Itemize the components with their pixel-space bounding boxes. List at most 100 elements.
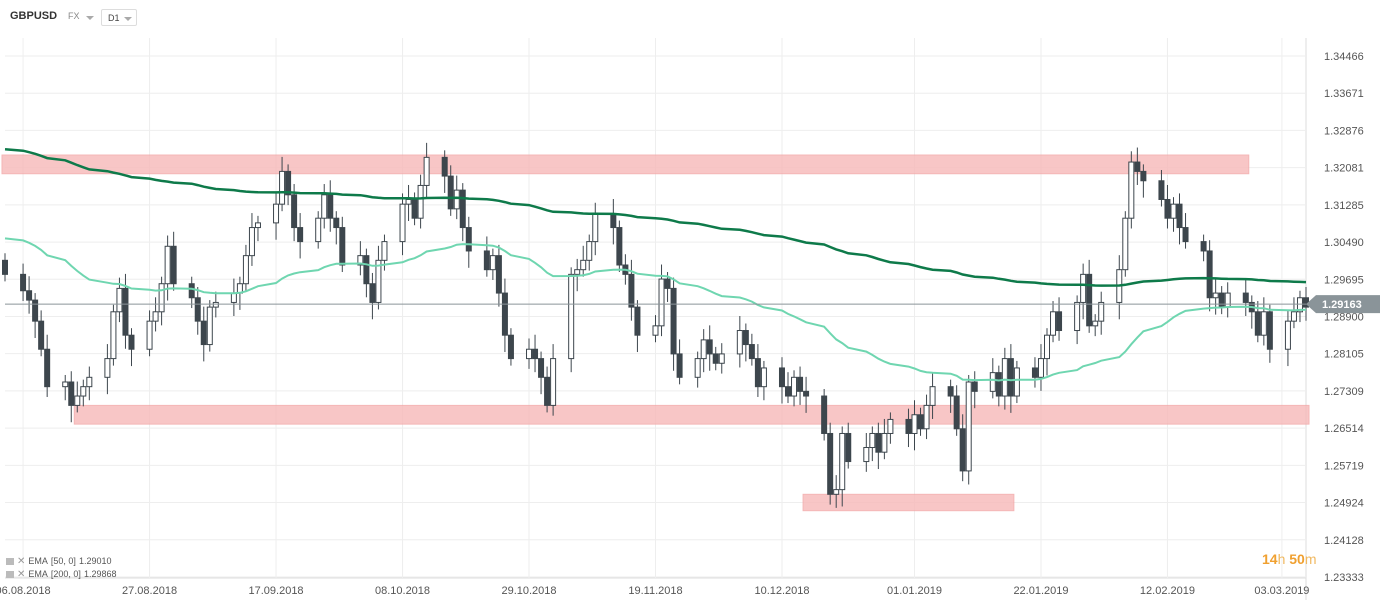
candle	[1044, 328, 1051, 376]
candle	[881, 418, 888, 460]
candle-body	[279, 170, 286, 205]
candle-body	[1212, 292, 1219, 299]
indicator-name: EMA	[28, 556, 48, 566]
candle-body	[797, 376, 804, 392]
candle-body	[248, 227, 255, 257]
candle	[833, 475, 840, 508]
x-tick-label: 12.02.2019	[1140, 585, 1195, 597]
candle	[863, 433, 870, 472]
candle	[1098, 291, 1105, 335]
candle-body	[634, 306, 641, 336]
timeframe-selector[interactable]: D1	[101, 9, 137, 26]
candle	[146, 310, 153, 357]
candle-body	[947, 386, 954, 397]
candle	[2, 253, 8, 282]
candle-body	[706, 339, 713, 355]
candle-body	[1074, 301, 1081, 332]
candle-body	[357, 255, 364, 266]
candle	[532, 334, 539, 373]
candle-body	[453, 189, 460, 210]
candle-body	[1182, 227, 1189, 243]
candle	[1037, 344, 1044, 391]
candle	[86, 366, 93, 401]
candle-body	[574, 269, 581, 275]
candle	[748, 333, 755, 366]
candle	[80, 379, 87, 407]
candle-body	[700, 339, 707, 360]
market-label[interactable]: FX	[68, 11, 80, 21]
candle-body	[1001, 358, 1008, 397]
candle	[417, 174, 424, 229]
candle-body	[869, 432, 876, 449]
candle-body	[1140, 170, 1147, 182]
symbol-label[interactable]: GBPUSD	[10, 10, 58, 22]
candle-body	[459, 189, 466, 229]
candle-body	[778, 367, 785, 388]
candle	[821, 389, 828, 441]
y-tick-label: 1.32876	[1324, 125, 1364, 137]
candle	[1248, 295, 1255, 329]
candle-body	[748, 344, 755, 360]
candle-body	[1050, 311, 1057, 336]
candle-body	[399, 203, 406, 243]
indicator-settings-icon[interactable]	[6, 570, 14, 578]
candle-body	[863, 447, 870, 463]
candle	[550, 344, 557, 416]
candle-body	[1158, 180, 1165, 200]
x-tick-label: 22.01.2019	[1013, 585, 1068, 597]
candle-body	[158, 283, 165, 313]
candle	[839, 426, 846, 507]
candle	[803, 376, 810, 413]
candle	[1200, 234, 1207, 262]
countdown-minutes: 50	[1289, 551, 1305, 567]
candle-body	[989, 372, 996, 392]
candle	[742, 323, 749, 362]
candle-body	[1218, 292, 1225, 308]
candle-body	[742, 330, 749, 346]
candle-body	[1254, 311, 1261, 336]
candle	[26, 276, 33, 314]
candle-body	[760, 367, 767, 388]
candle	[1080, 263, 1087, 320]
candle-body	[1206, 250, 1213, 299]
candle	[489, 248, 496, 280]
indicator-settings-icon[interactable]	[6, 557, 14, 565]
current-price-label: 1.29163	[1322, 299, 1362, 311]
candle	[610, 199, 617, 245]
candle	[923, 394, 930, 440]
candle	[989, 358, 996, 399]
candle-body	[580, 259, 587, 271]
x-tick-label: 01.01.2019	[887, 585, 942, 597]
candle	[369, 272, 376, 320]
candle	[712, 346, 719, 371]
candle-body	[333, 217, 340, 229]
candle	[62, 374, 69, 401]
candle-body	[465, 227, 472, 252]
candle-body	[495, 255, 502, 294]
candle-body	[1290, 311, 1297, 322]
candle-body	[38, 320, 45, 350]
candle-body	[339, 227, 346, 266]
market-dropdown-icon[interactable]	[86, 16, 94, 20]
candle-body	[26, 290, 33, 301]
timeframe-dropdown-icon[interactable]	[124, 17, 132, 21]
candle-body	[839, 432, 846, 491]
legend-ema-50: ✕ EMA [50, 0] 1.29010	[6, 556, 111, 566]
candle-body	[664, 278, 671, 289]
candle	[447, 165, 454, 216]
candle	[405, 184, 412, 222]
candle	[694, 351, 701, 388]
candle-body	[959, 428, 966, 472]
candle-body	[80, 386, 87, 397]
y-tick-label: 1.28900	[1324, 311, 1364, 323]
remove-indicator-icon[interactable]: ✕	[17, 555, 26, 567]
candle-body	[447, 175, 454, 210]
candle-body	[369, 283, 376, 303]
candle-body	[1086, 273, 1093, 327]
remove-indicator-icon[interactable]: ✕	[17, 568, 26, 580]
candle-body	[285, 170, 292, 196]
indicator-params: [50, 0]	[50, 556, 76, 566]
candle-body	[1128, 161, 1135, 219]
candle-body	[610, 213, 617, 229]
